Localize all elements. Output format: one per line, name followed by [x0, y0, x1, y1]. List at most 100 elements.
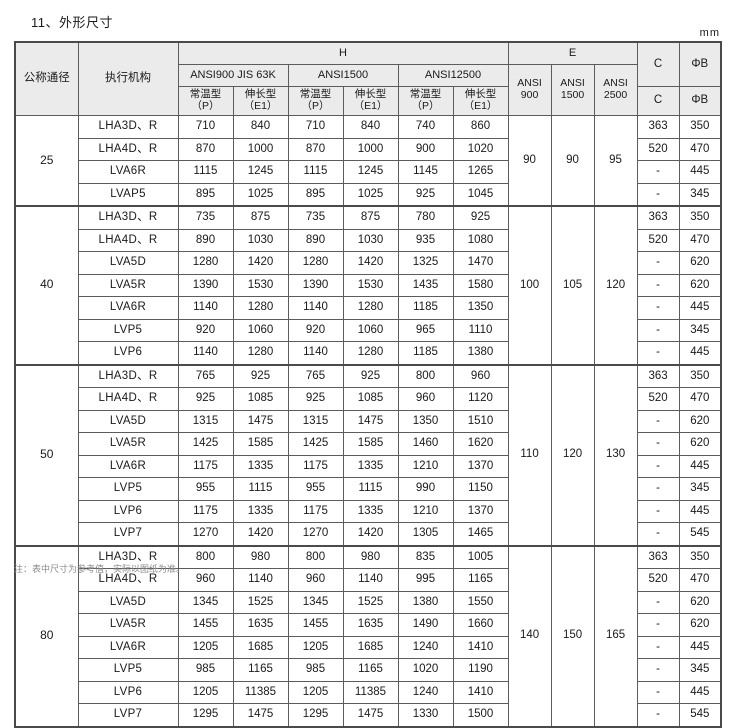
header-type-normal-1-line2: （P）: [191, 100, 220, 112]
cell-h-1: 1475: [232, 703, 289, 727]
cell-phib: 445: [678, 341, 723, 365]
cell-h-2: 710: [287, 115, 344, 139]
cell-h-4: 1330: [397, 703, 454, 727]
cell-h-1: 11385: [232, 680, 289, 704]
cell-c: -: [636, 409, 680, 433]
header-e-ansi2500-line1: ANSI: [603, 77, 628, 90]
cell-phib: 345: [678, 658, 723, 682]
cell-h-5: 1550: [452, 590, 509, 614]
cell-e2500: 120: [593, 205, 638, 365]
header-h-ansi12500: ANSI12500: [397, 64, 509, 87]
header-c-spacer: C: [636, 86, 680, 116]
table-row: LVP6 1175 1335 1175 1335 1210 1370-445: [15, 499, 723, 523]
cell-h-5: 1350: [452, 296, 509, 320]
cell-phib: 445: [678, 454, 723, 478]
cell-h-5: 1110: [452, 318, 509, 342]
header-type-ext-2: 伸长型 （E1）: [342, 86, 399, 116]
table-row: 50 LHA3D、R 765 925 765 925 800 960 110 120 130 363 3…: [14, 363, 723, 546]
cell-actuator: LVP7: [77, 703, 179, 727]
header-type-ext-2-line1: 伸长型: [354, 88, 387, 101]
cell-h-4: 935: [397, 228, 454, 252]
cell-phib: 620: [678, 251, 723, 275]
cell-h-0: 735: [177, 205, 234, 230]
header-group-h: H: [177, 41, 509, 65]
header-type-normal-2-line1: 常温型: [299, 88, 332, 101]
cell-h-2: 1205: [287, 635, 344, 659]
cell-c: -: [636, 658, 680, 682]
cell-actuator: LVP5: [77, 477, 179, 501]
cell-h-1: 1245: [232, 160, 289, 184]
cell-c: -: [636, 318, 680, 342]
dimensions-table: 公称通径 执行机构 H E C ΦB ANSI900 JIS 63K ANSI1…: [14, 41, 723, 728]
cell-c: -: [636, 477, 680, 501]
cell-c: -: [636, 454, 680, 478]
header-c: C: [636, 41, 680, 87]
cell-h-5: 1380: [452, 341, 509, 365]
cell-actuator: LHA3D、R: [77, 205, 179, 230]
cell-h-0: 1280: [177, 251, 234, 275]
cell-phib: 350: [678, 115, 723, 139]
cell-h-4: 1210: [397, 454, 454, 478]
header-e-ansi900-line1: ANSI: [517, 77, 542, 90]
cell-h-3: 1085: [342, 387, 399, 411]
cell-phib: 470: [678, 387, 723, 411]
cell-h-1: 1335: [232, 454, 289, 478]
cell-h-1: 1420: [232, 251, 289, 275]
header-h-ansi900-jis63k: ANSI900 JIS 63K: [177, 64, 289, 87]
cell-h-5: 1005: [452, 544, 509, 569]
cell-h-3: 1420: [342, 251, 399, 275]
cell-phib: 620: [678, 590, 723, 614]
table-row: LVP5 920 1060 920 1060 965 1110-345: [15, 318, 723, 342]
cell-e2500: 130: [593, 363, 638, 546]
cell-c: 363: [636, 544, 680, 569]
cell-h-3: 1280: [342, 341, 399, 365]
cell-h-5: 1370: [452, 499, 509, 523]
cell-e900: 90: [507, 115, 552, 207]
cell-h-0: 1345: [177, 590, 234, 614]
cell-c: -: [636, 613, 680, 637]
cell-h-0: 1205: [177, 635, 234, 659]
cell-h-3: 1030: [342, 228, 399, 252]
cell-h-1: 1280: [232, 296, 289, 320]
cell-h-0: 765: [177, 363, 234, 388]
cell-actuator: LVP6: [77, 499, 179, 523]
cell-nominal-diameter: 50: [14, 363, 79, 546]
cell-actuator: LHA4D、R: [77, 228, 179, 252]
cell-h-1: 1685: [232, 635, 289, 659]
cell-h-2: 1345: [287, 590, 344, 614]
cell-h-0: 1175: [177, 499, 234, 523]
cell-h-5: 925: [452, 205, 509, 230]
cell-c: -: [636, 251, 680, 275]
cell-h-0: 1140: [177, 296, 234, 320]
cell-h-1: 1060: [232, 318, 289, 342]
cell-c: 520: [636, 137, 680, 161]
table-row: LVA6R 1140 1280 1140 1280 1185 1350-445: [15, 296, 723, 320]
cell-h-5: 1150: [452, 477, 509, 501]
cell-actuator: LVP6: [77, 680, 179, 704]
cell-h-3: 1475: [342, 703, 399, 727]
cell-h-2: 1280: [287, 251, 344, 275]
cell-h-2: 735: [287, 205, 344, 230]
cell-h-2: 1175: [287, 454, 344, 478]
cell-h-4: 1020: [397, 658, 454, 682]
page-root: 11、外形尺寸 mm 公称通径 执行机构: [14, 15, 723, 728]
cell-h-1: 1525: [232, 590, 289, 614]
cell-h-3: 1165: [342, 658, 399, 682]
cell-h-2: 1455: [287, 613, 344, 637]
cell-h-1: 1475: [232, 409, 289, 433]
cell-h-3: 1635: [342, 613, 399, 637]
cell-h-1: 1280: [232, 341, 289, 365]
cell-phib: 350: [678, 205, 723, 230]
cell-h-1: 1420: [232, 522, 289, 546]
cell-actuator: LVA5D: [77, 251, 179, 275]
cell-h-1: 875: [232, 205, 289, 230]
cell-actuator: LVA6R: [77, 635, 179, 659]
header-phib: ΦB: [678, 41, 723, 87]
cell-c: -: [636, 341, 680, 365]
cell-actuator: LVA5D: [77, 409, 179, 433]
cell-h-5: 1510: [452, 409, 509, 433]
header-type-normal-3-line2: （P）: [411, 100, 440, 112]
cell-actuator: LVAP5: [77, 182, 179, 207]
cell-h-2: 1115: [287, 160, 344, 184]
table-row: 25 LHA3D、R 710 840 710 840 740 860 90 90 95 363 350: [14, 115, 723, 207]
